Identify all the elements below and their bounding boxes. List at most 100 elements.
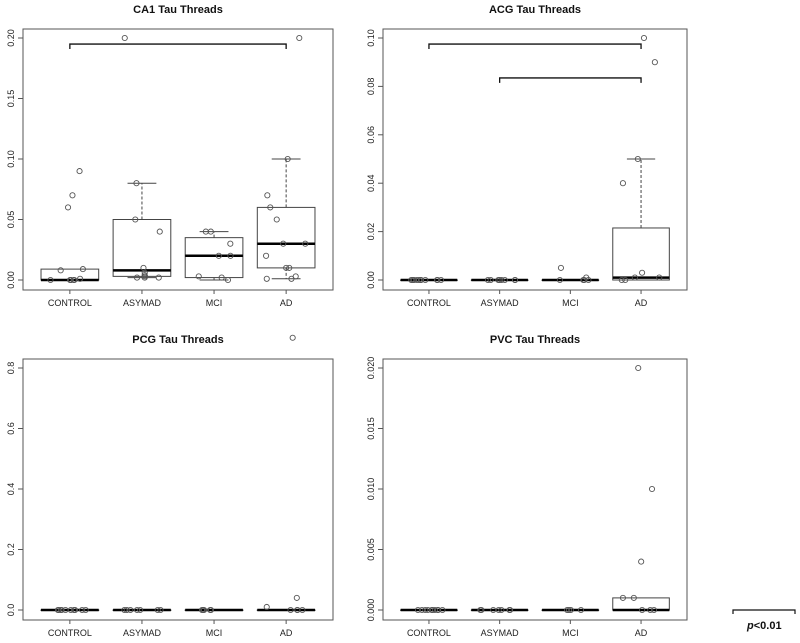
data-point — [137, 606, 144, 614]
x-tick-label: AD — [635, 628, 648, 638]
data-point — [631, 274, 638, 281]
data-point — [293, 594, 300, 601]
data-point — [79, 266, 86, 273]
data-point — [434, 276, 441, 284]
x-tick-label: MCI — [206, 628, 223, 638]
data-point — [648, 485, 656, 493]
data-point — [651, 59, 658, 66]
data-point — [57, 606, 64, 614]
significance-bracket — [428, 43, 642, 50]
data-point — [567, 606, 574, 614]
data-point — [76, 168, 83, 175]
data-point — [82, 606, 89, 614]
chart-title: ACG Tau Threads — [489, 4, 581, 16]
data-point — [134, 606, 141, 614]
x-tick-label: ASYMAD — [481, 628, 520, 638]
data-point — [267, 204, 274, 211]
data-point — [121, 34, 128, 42]
y-tick-label: 0.0 — [6, 604, 16, 617]
data-point — [200, 606, 208, 614]
data-point — [198, 606, 206, 614]
x-tick-label: AD — [280, 628, 293, 638]
data-point — [133, 180, 140, 187]
data-point — [133, 274, 141, 281]
x-tick-label: MCI — [206, 298, 223, 308]
data-point — [62, 606, 69, 614]
y-tick-label: 0.06 — [366, 126, 376, 144]
data-point — [415, 276, 422, 284]
data-point — [487, 276, 494, 284]
data-point — [634, 155, 641, 163]
panel-ca1: CA1 Tau Threads 0.00 0.05 0.10 0.15 0.20 CONTR… — [6, 4, 334, 308]
y-tick-label: 0.005 — [366, 538, 376, 561]
y-tick-label: 0.4 — [6, 483, 16, 496]
data-point — [64, 204, 72, 211]
data-point — [218, 274, 225, 281]
y-tick-label: 0.2 — [6, 543, 16, 556]
x-tick-label: ASYMAD — [481, 298, 520, 308]
data-point — [639, 269, 646, 276]
data-point — [413, 276, 420, 284]
data-point — [428, 606, 435, 614]
box — [184, 237, 244, 279]
data-point — [639, 606, 646, 614]
data-point — [127, 606, 134, 614]
data-point — [435, 606, 442, 614]
box — [112, 219, 172, 277]
x-tick-label: AD — [635, 298, 648, 308]
data-point — [227, 240, 234, 247]
data-point — [577, 606, 585, 614]
data-point — [477, 606, 484, 614]
data-point — [437, 276, 445, 284]
box — [256, 206, 316, 269]
data-point — [511, 276, 519, 284]
data-point — [155, 274, 162, 281]
data-point — [640, 34, 648, 42]
data-point — [498, 606, 505, 614]
y-tick-label: 0.00 — [6, 271, 16, 289]
x-tick-label: MCI — [562, 628, 579, 638]
y-tick-label: 0.015 — [366, 417, 376, 440]
y-tick-label: 0.010 — [366, 478, 376, 501]
y-tick-label: 0.000 — [366, 599, 376, 622]
y-tick-label: 0.10 — [366, 29, 376, 47]
y-tick-label: 0.05 — [6, 211, 16, 229]
data-point — [622, 276, 629, 284]
data-point — [264, 192, 271, 199]
plot-frame — [382, 358, 688, 621]
x-tick-label: CONTROL — [407, 298, 451, 308]
data-point — [647, 606, 654, 614]
x-tick-label: MCI — [562, 298, 579, 308]
data-point — [296, 34, 303, 42]
significance-legend: p<0.01 — [732, 609, 796, 632]
plot-frame — [382, 28, 688, 291]
x-tick-label: ASYMAD — [123, 298, 162, 308]
data-point — [71, 276, 78, 284]
data-point — [57, 267, 64, 274]
data-point — [635, 364, 642, 372]
data-point — [263, 603, 270, 611]
data-point — [619, 594, 626, 601]
data-point — [506, 606, 513, 614]
data-point — [227, 252, 234, 259]
data-point — [202, 228, 209, 235]
significance-bracket — [499, 77, 642, 83]
data-point — [280, 240, 287, 247]
data-point — [630, 594, 637, 601]
data-point — [123, 606, 130, 614]
data-point — [263, 252, 270, 259]
y-tick-label: 0.20 — [6, 29, 16, 47]
data-point — [283, 264, 290, 271]
data-point — [294, 606, 301, 614]
data-point — [495, 606, 502, 614]
data-point — [273, 216, 280, 223]
data-point — [564, 606, 571, 614]
data-point — [581, 276, 588, 284]
legend-bracket — [732, 609, 796, 614]
y-tick-label: 0.15 — [6, 90, 16, 108]
data-point — [289, 334, 296, 341]
box — [612, 227, 670, 281]
data-point — [565, 606, 572, 614]
data-point — [224, 276, 232, 284]
